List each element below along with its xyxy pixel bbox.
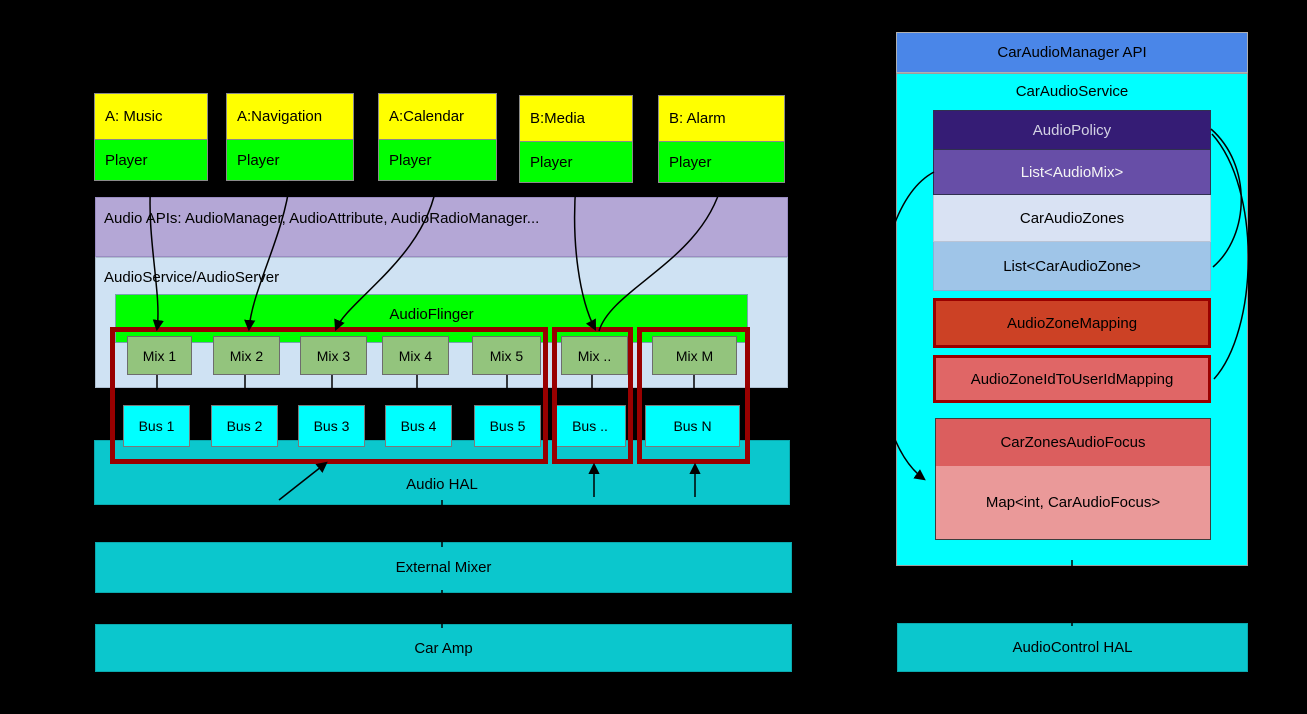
audio-hal-label: Audio HAL: [406, 475, 478, 493]
app-label: B: Alarm: [669, 110, 726, 127]
bus-label: Bus 3: [313, 418, 350, 434]
player-box-navigation: Player: [226, 140, 354, 181]
zone-group-outline-1: [110, 327, 548, 464]
app-box-navigation: A:Navigation: [226, 93, 354, 140]
player-label: Player: [389, 151, 432, 169]
focus-map-label: Map<int, CarAudioFocus>: [985, 494, 1161, 511]
player-label: Player: [237, 151, 280, 169]
audio-apis-label: Audio APIs: AudioManager, AudioAttribute…: [104, 210, 540, 227]
bus-label: Bus ..: [572, 418, 608, 434]
mix-label: Mix ..: [577, 347, 612, 364]
bus-label: Bus 4: [400, 418, 437, 434]
audiozoneid-mapping-label: AudioZoneIdToUserIdMapping: [970, 370, 1174, 388]
app-box-calendar: A:Calendar: [378, 93, 497, 140]
player-label: Player: [669, 153, 712, 171]
bus-label: Bus 2: [226, 418, 263, 434]
mix-box-dots: Mix ..: [561, 336, 628, 375]
app-label: A: Music: [105, 108, 163, 125]
audioservice-label: AudioService/AudioServer: [104, 269, 280, 286]
mix-label: Mix 4: [398, 347, 433, 364]
bus-box-4: Bus 4: [385, 405, 452, 447]
caraudiozones-label: CarAudioZones: [1019, 209, 1125, 227]
player-label: Player: [105, 151, 148, 169]
caraudioservice-label: CarAudioService: [1015, 83, 1129, 100]
bus-box-1: Bus 1: [123, 405, 190, 447]
external-mixer-label: External Mixer: [395, 559, 492, 576]
list-caraudiozone-label: List<CarAudioZone>: [1003, 257, 1141, 275]
audiozonemapping-label: AudioZoneMapping: [1006, 314, 1138, 332]
mix-label: Mix 5: [489, 347, 524, 364]
audiopolicy-box: AudioPolicy: [933, 110, 1211, 150]
list-audiomix-label: List<AudioMix>: [1020, 163, 1124, 181]
audiocontrol-hal-label: AudioControl HAL: [1012, 639, 1133, 656]
mix-box-2: Mix 2: [213, 336, 280, 375]
player-box-media: Player: [519, 142, 633, 183]
bus-box-n: Bus N: [645, 405, 740, 447]
car-amp-label: Car Amp: [414, 639, 473, 657]
bus-box-2: Bus 2: [211, 405, 278, 447]
player-box-alarm: Player: [658, 142, 785, 183]
mix-label: Mix 2: [229, 347, 264, 364]
app-box-alarm: B: Alarm: [658, 95, 785, 142]
zone-group-outline-3: [637, 327, 750, 464]
list-caraudiozone-box: List<CarAudioZone>: [933, 242, 1211, 291]
bus-label: Bus N: [673, 418, 712, 434]
list-audiomix-box: List<AudioMix>: [933, 150, 1211, 195]
caraudiomanager-api-label: CarAudioManager API: [997, 44, 1147, 61]
audio-apis-bar: Audio APIs: AudioManager, AudioAttribute…: [95, 197, 788, 257]
mix-label: Mix 3: [316, 347, 351, 364]
mix-box-5: Mix 5: [472, 336, 541, 375]
carzonesaudiofocus-label: CarZonesAudioFocus: [1000, 434, 1146, 451]
caraudiozones-box: CarAudioZones: [933, 195, 1211, 242]
external-mixer-bar: External Mixer: [95, 542, 792, 593]
mix-box-3: Mix 3: [300, 336, 367, 375]
player-box-music: Player: [94, 140, 208, 181]
car-amp-bar: Car Amp: [95, 624, 792, 672]
bus-box-3: Bus 3: [298, 405, 365, 447]
mix-box-4: Mix 4: [382, 336, 449, 375]
bus-box-dots: Bus ..: [554, 405, 626, 447]
audiozoneid-mapping-box: AudioZoneIdToUserIdMapping: [933, 355, 1211, 403]
mix-box-m: Mix M: [652, 336, 737, 375]
mix-box-1: Mix 1: [127, 336, 192, 375]
app-label: B:Media: [530, 110, 586, 127]
audio-hal-bar: Audio HAL: [94, 440, 790, 505]
bus-label: Bus 5: [489, 418, 526, 434]
app-box-music: A: Music: [94, 93, 208, 140]
audiozonemapping-box: AudioZoneMapping: [933, 298, 1211, 348]
player-label: Player: [530, 153, 573, 171]
zone-group-outline-2: [552, 327, 633, 464]
caraudiomanager-api-bar: CarAudioManager API: [896, 32, 1248, 73]
app-box-media: B:Media: [519, 95, 633, 142]
app-label: A:Navigation: [237, 108, 323, 125]
focus-map-box: Map<int, CarAudioFocus>: [935, 466, 1211, 540]
mix-label: Mix M: [675, 347, 714, 364]
carzonesaudiofocus-box: CarZonesAudioFocus: [935, 418, 1211, 466]
audiocontrol-hal-bar: AudioControl HAL: [897, 623, 1248, 672]
bus-label: Bus 1: [138, 418, 175, 434]
bus-box-5: Bus 5: [474, 405, 541, 447]
player-box-calendar: Player: [378, 140, 497, 181]
app-label: A:Calendar: [389, 108, 465, 125]
audiopolicy-label: AudioPolicy: [1032, 121, 1112, 139]
mix-label: Mix 1: [142, 347, 177, 364]
